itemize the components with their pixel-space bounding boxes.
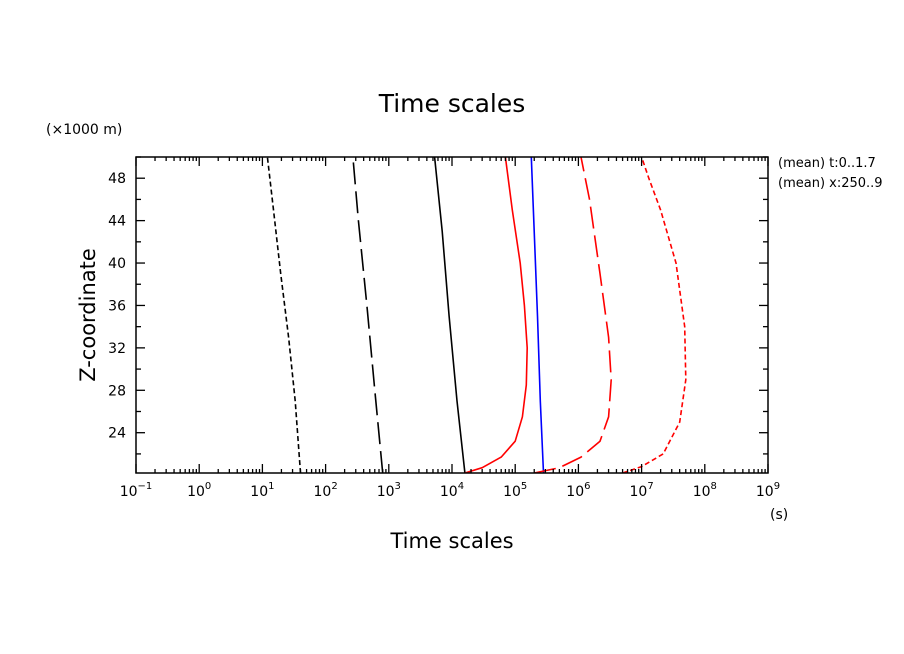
- series-line-5: [530, 157, 545, 473]
- x-unit-label: (s): [770, 507, 788, 523]
- y-tick-label: 24: [108, 426, 126, 442]
- x-tick-label: 102: [313, 481, 337, 500]
- series-line-4: [464, 157, 529, 473]
- x-tick-label: 104: [440, 481, 464, 500]
- y-unit-label: (×1000 m): [46, 122, 122, 138]
- x-tick-label: 107: [629, 481, 653, 500]
- plot-series: [266, 157, 687, 473]
- x-tick-label: 106: [566, 481, 590, 500]
- x-tick-label: 103: [377, 481, 401, 500]
- series-line-7: [622, 157, 687, 473]
- chart-title: Time scales: [378, 89, 526, 118]
- y-tick-label: 28: [108, 383, 126, 399]
- y-tick-label: 44: [108, 214, 126, 230]
- annotation-x-mean: (mean) x:250..9: [778, 176, 883, 191]
- axes-ticks: [135, 156, 769, 473]
- y-tick-label: 32: [108, 341, 126, 357]
- x-tick-label: 10−1: [120, 481, 153, 500]
- y-tick-label: 48: [108, 171, 126, 187]
- x-tick-label: 101: [250, 481, 274, 500]
- series-line-3: [433, 157, 466, 473]
- plot-frame: [135, 156, 769, 474]
- y-tick-labels: 24 28 32 36 40 44 48: [108, 171, 126, 441]
- y-tick-label: 40: [108, 256, 126, 272]
- x-tick-label: 109: [756, 481, 780, 500]
- series-line-1: [266, 157, 302, 473]
- annotation-time-mean: (mean) t:0..1.7: [778, 156, 876, 171]
- x-tick-labels: 10−1 100 101 102 103 104 105 106 107 108 109: [120, 481, 780, 500]
- x-tick-label: 105: [503, 481, 527, 500]
- series-line-2: [352, 157, 384, 473]
- x-tick-label: 108: [693, 481, 717, 500]
- y-tick-label: 36: [108, 298, 126, 314]
- y-axis-title: Z-coordinate: [76, 248, 100, 382]
- series-line-6: [534, 157, 613, 473]
- x-axis-title: Time scales: [389, 529, 513, 553]
- x-tick-label: 100: [187, 481, 211, 500]
